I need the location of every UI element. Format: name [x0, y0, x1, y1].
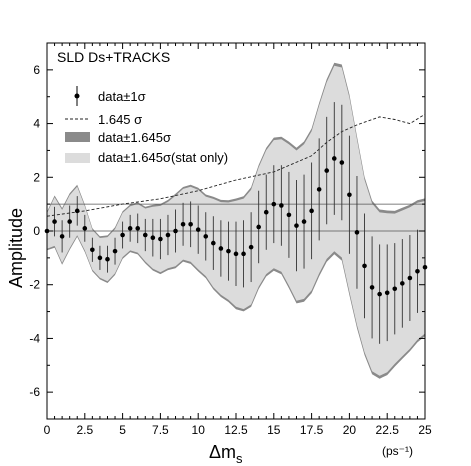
y-tick-label: 4: [33, 117, 40, 131]
y-tick-label: -4: [29, 331, 40, 345]
data-point: [316, 187, 322, 192]
data-point: [362, 263, 367, 269]
x-tick-label: 0: [44, 423, 51, 437]
data-point: [135, 226, 141, 231]
data-point: [218, 246, 224, 251]
x-tick-label: 10: [192, 423, 206, 437]
legend: SLD Ds+TRACKS data±1σ 1.645 σ data±1.645…: [57, 49, 228, 165]
data-point: [415, 268, 420, 274]
data-point: [195, 227, 201, 232]
data-point: [142, 232, 148, 238]
data-point: [400, 281, 405, 286]
x-tick-label: 5: [119, 423, 126, 437]
data-point: [369, 285, 375, 290]
x-tick-label: 7.5: [152, 423, 169, 437]
legend-label-light-band: data±1.645σ(stat only): [98, 150, 228, 165]
tick-labels: 0 2.5 5 7.5 10 12.5 15 17.5 20 22.5 25 -6 -4 -2 0 2 4 6: [29, 63, 432, 437]
data-point: [226, 248, 231, 254]
data-point: [309, 208, 314, 214]
data-point: [339, 160, 345, 165]
data-point: [331, 156, 337, 161]
x-axis-title-main: Δm: [209, 442, 236, 462]
x-tick-label: 22.5: [376, 423, 400, 437]
y-tick-label: -2: [29, 278, 40, 292]
x-tick-label: 15: [267, 423, 281, 437]
y-tick-label: -6: [29, 385, 40, 399]
data-point: [97, 255, 103, 261]
data-point: [286, 212, 292, 218]
data-point: [52, 219, 57, 224]
data-point: [173, 228, 178, 234]
data-point: [120, 232, 125, 238]
x-tick-label: 20: [343, 423, 357, 437]
x-tick-label: 17.5: [300, 423, 324, 437]
data-point: [59, 234, 65, 239]
data-point: [74, 208, 80, 214]
legend-label-sigma: 1.645 σ: [98, 112, 142, 127]
axes: [46, 42, 426, 420]
data-point: [203, 234, 209, 239]
data-point: [211, 240, 216, 246]
data-point: [301, 219, 307, 224]
legend-dark-band-symbol: [65, 132, 90, 142]
band-data-1645-sigma-stat-only: [47, 65, 425, 376]
data-point: [180, 221, 186, 227]
data-point: [384, 290, 390, 296]
legend-label-dark-band: data±1.645σ: [98, 130, 171, 145]
y-tick-label: 2: [33, 170, 40, 184]
x-tick-label: 25: [418, 423, 432, 437]
x-axis-unit: (ps⁻¹): [382, 444, 413, 458]
data-point: [188, 221, 193, 227]
data-point: [158, 236, 163, 242]
legend-label-data: data±1σ: [98, 89, 146, 104]
data-point: [82, 226, 88, 231]
y-tick-label: 0: [33, 224, 40, 238]
legend-light-band-symbol: [65, 153, 90, 163]
data-point: [165, 232, 171, 238]
data-point: [263, 209, 269, 215]
data-point: [354, 230, 360, 235]
data-point: [241, 251, 246, 257]
x-tick-label: 2.5: [76, 423, 93, 437]
data-point: [407, 275, 413, 281]
data-point: [271, 201, 277, 207]
confidence-bands: [47, 62, 425, 379]
data-point: [105, 256, 110, 262]
y-tick-label: 6: [33, 63, 40, 77]
chart-title: SLD Ds+TRACKS: [57, 49, 170, 65]
data-point: [90, 247, 95, 253]
x-tick-label: 12.5: [224, 423, 248, 437]
data-point: [256, 224, 261, 230]
data-point: [279, 203, 284, 208]
data-point: [324, 168, 330, 173]
data-point: [150, 235, 156, 241]
data-point: [112, 248, 118, 254]
x-axis-title-sub: s: [236, 451, 243, 466]
data-point: [67, 219, 72, 224]
data-point: [248, 244, 254, 250]
data-point: [347, 192, 352, 198]
data-point: [294, 223, 299, 228]
y-axis-title: Amplitude: [6, 208, 26, 288]
data-point: [377, 291, 382, 297]
data-point: [127, 226, 133, 231]
x-axis-title: Δms: [209, 442, 243, 466]
data-point: [233, 251, 239, 257]
data-point: [392, 286, 398, 292]
